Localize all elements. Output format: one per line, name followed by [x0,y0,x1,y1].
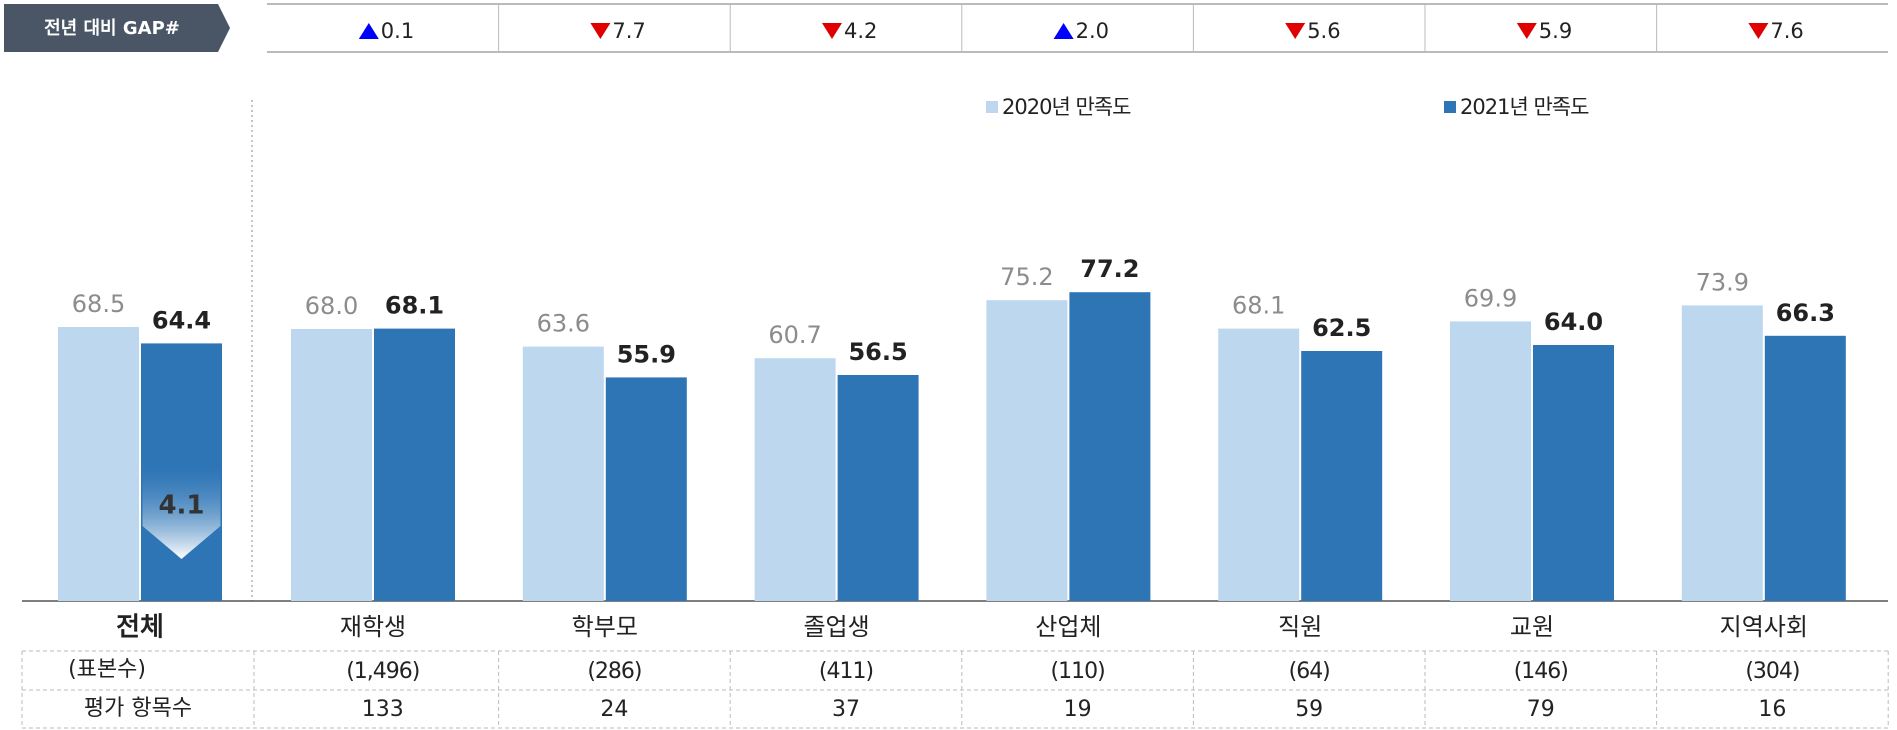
total-gap-arrow [142,466,221,559]
value-label: 77.2 [1080,255,1139,283]
gap-value: 5.6 [1307,19,1340,43]
sample-size: (286) [587,659,641,684]
gap-arrow [590,23,611,39]
gap-arrow [358,23,379,39]
value-label: 68.0 [305,292,358,320]
category-label: 재학생 [340,613,406,641]
bar [291,329,372,601]
value-label: 55.9 [617,340,676,368]
table-label: 평가 항목수 [84,696,192,721]
item-count: 133 [362,697,404,722]
item-count: 16 [1758,697,1786,722]
category-label: 학부모 [572,613,638,641]
gap-arrow [1053,23,1074,39]
bar [986,300,1068,601]
sample-size: (1,496) [346,659,419,684]
bar [1764,335,1846,601]
gap-label: 전년 대비 GAP# [44,18,180,39]
item-count: 37 [832,697,860,722]
value-label: 68.5 [72,290,125,318]
total-gap-value: 4.1 [158,491,204,521]
value-label: 62.5 [1312,314,1371,342]
item-count: 24 [600,697,628,722]
gap-value: 7.7 [612,19,645,43]
gap-arrow [1285,23,1306,39]
gap-arrow [822,23,842,39]
legend-label: 2020년 만족도 [1002,95,1131,119]
gap-value: 2.0 [1076,19,1109,43]
bar [58,327,139,601]
sample-size: (304) [1745,659,1799,684]
bar [754,358,836,601]
value-label: 63.6 [537,310,590,338]
bar [605,377,687,601]
value-label: 68.1 [1232,292,1285,320]
bar [1533,345,1614,601]
category-label: 전체 [116,613,164,643]
value-label: 64.4 [152,306,211,334]
gap-value: 0.1 [381,19,414,43]
bar [374,328,455,601]
item-count: 19 [1064,697,1092,722]
legend-label: 2021년 만족도 [1460,95,1589,119]
sample-size: (110) [1051,659,1105,684]
value-label: 66.3 [1776,299,1835,327]
item-count: 79 [1527,697,1555,722]
value-label: 68.1 [385,292,444,320]
category-label: 직원 [1278,613,1322,641]
bar [1301,351,1383,601]
category-label: 교원 [1510,613,1554,641]
value-label: 56.5 [848,338,907,366]
gap-arrow [1748,23,1769,39]
category-label: 산업체 [1035,613,1101,641]
category-label: 지역사회 [1720,613,1808,641]
bar [1450,321,1531,601]
sample-size: (411) [819,659,873,684]
item-count: 59 [1295,697,1323,722]
bar [1069,292,1151,601]
bar [522,346,604,601]
value-label: 64.0 [1544,308,1603,336]
category-label: 졸업생 [803,613,869,641]
sample-size: (64) [1289,659,1330,684]
gap-value: 7.6 [1770,19,1803,43]
value-label: 69.9 [1464,284,1517,312]
value-label: 73.9 [1696,268,1749,296]
gap-tag [4,4,230,52]
bar [1681,305,1763,601]
legend-swatch [986,101,998,113]
bar [1218,328,1300,601]
value-label: 75.2 [1000,263,1053,291]
bar [837,375,919,601]
gap-value: 5.9 [1539,19,1572,43]
table-label: (표본수) [68,657,146,682]
legend-swatch [1444,101,1456,113]
gap-arrow [1516,23,1537,39]
sample-size: (146) [1514,659,1568,684]
value-label: 60.7 [768,321,821,349]
gap-value: 4.2 [844,19,877,43]
